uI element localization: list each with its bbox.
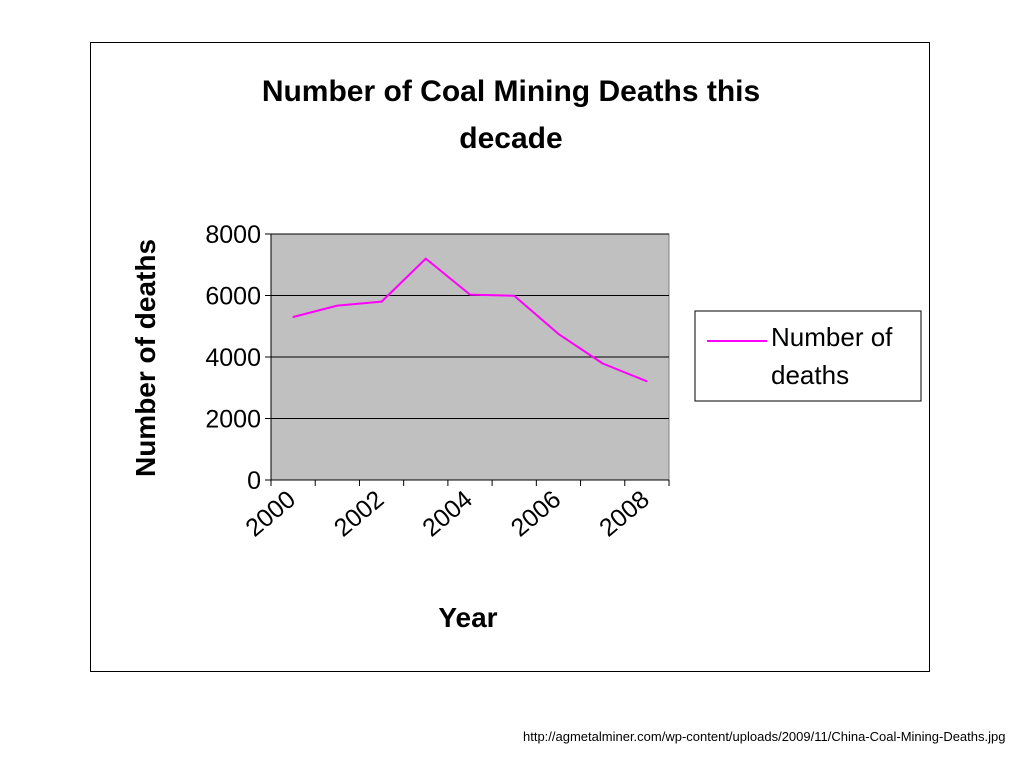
legend-box (694, 310, 922, 402)
data-point-2006 (557, 333, 560, 335)
data-point-2005 (513, 295, 516, 297)
data-point-2004 (469, 293, 471, 296)
legend-label-line-2: deaths (771, 360, 849, 390)
x-tick-label-2002: 2002 (329, 485, 390, 542)
x-tick-label-2008: 2008 (594, 485, 655, 542)
data-point-2007 (601, 362, 604, 365)
legend: Number of deaths (694, 310, 922, 402)
y-tick-labels: 0 2000 4000 6000 8000 (205, 221, 261, 495)
line-chart: Number of Coal Mining Deaths this decade… (130, 75, 922, 633)
y-tick-label-0: 0 (247, 467, 261, 495)
legend-label-line-1: Number of (771, 322, 893, 352)
data-point-2000 (292, 316, 294, 318)
axes (265, 233, 670, 486)
data-point-2008 (646, 380, 648, 383)
chart-title-line-1: Number of Coal Mining Deaths this (262, 75, 760, 108)
data-point-2003 (424, 257, 427, 260)
series-lines (292, 257, 648, 383)
y-tick-label-2000: 2000 (205, 406, 261, 434)
x-tick-labels: 2000 2002 2004 2006 2008 (240, 485, 654, 542)
data-point-2001 (336, 304, 339, 307)
data-point-2002 (380, 300, 383, 303)
x-tick-label-2004: 2004 (417, 485, 478, 542)
y-tick-label-8000: 8000 (205, 221, 261, 249)
x-tick-label-2006: 2006 (506, 485, 567, 542)
y-tick-label-4000: 4000 (205, 344, 261, 372)
x-axis-label: Year (438, 602, 497, 633)
y-tick-label-6000: 6000 (205, 283, 261, 311)
chart-title-line-2: decade (459, 122, 562, 155)
source-caption: http://agmetalminer.com/wp-content/uploa… (523, 729, 1006, 744)
y-axis-label: Number of deaths (130, 239, 161, 477)
chart-frame: Number of Coal Mining Deaths this decade… (90, 42, 930, 672)
